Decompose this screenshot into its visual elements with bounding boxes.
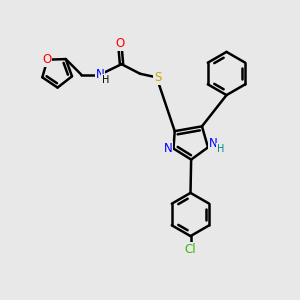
Text: N: N — [164, 142, 172, 155]
Text: Cl: Cl — [185, 243, 196, 256]
Text: H: H — [102, 75, 109, 85]
Text: H: H — [217, 144, 224, 154]
Text: N: N — [95, 68, 104, 81]
Text: O: O — [42, 52, 51, 66]
Text: S: S — [154, 71, 161, 84]
Text: O: O — [116, 37, 124, 50]
Text: N: N — [209, 137, 218, 150]
